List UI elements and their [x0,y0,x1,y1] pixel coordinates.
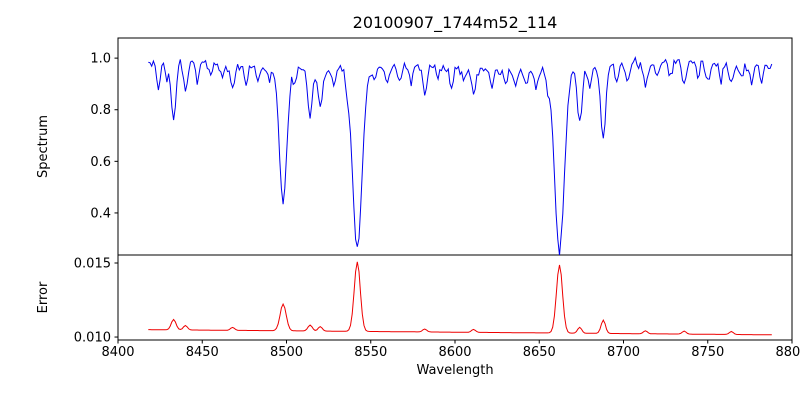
spectrum-y-axis-label: Spectrum [36,115,51,178]
error-y-tick-label: 0.015 [74,256,111,271]
error-y-tick-label: 0.010 [74,331,111,346]
spectrum-line [148,55,773,255]
x-tick-label: 8500 [270,345,303,360]
spectrum-y-tick-label: 0.6 [90,155,111,170]
x-tick-label: 8750 [691,345,724,360]
x-tick-label: 8400 [101,345,134,360]
chart-title: 20100907_1744m52_114 [353,13,558,33]
spectrum-y-tick-label: 0.8 [90,103,111,118]
error-panel-border [117,254,793,341]
error-line [148,261,772,336]
x-tick-label: 8550 [354,345,387,360]
x-tick-label: 8450 [186,345,219,360]
spectrum-panel-border [117,37,793,256]
x-tick-label: 8600 [438,345,471,360]
spectrum-y-tick-label: 1.0 [90,52,111,67]
error-y-axis-label: Error [36,281,51,313]
x-tick-label: 8700 [607,345,640,360]
x-tick-label: 8650 [523,345,556,360]
spectrum-y-tick-label: 0.4 [90,206,111,221]
x-tick-label: 8800 [775,345,800,360]
x-axis-label: Wavelength [416,363,493,378]
